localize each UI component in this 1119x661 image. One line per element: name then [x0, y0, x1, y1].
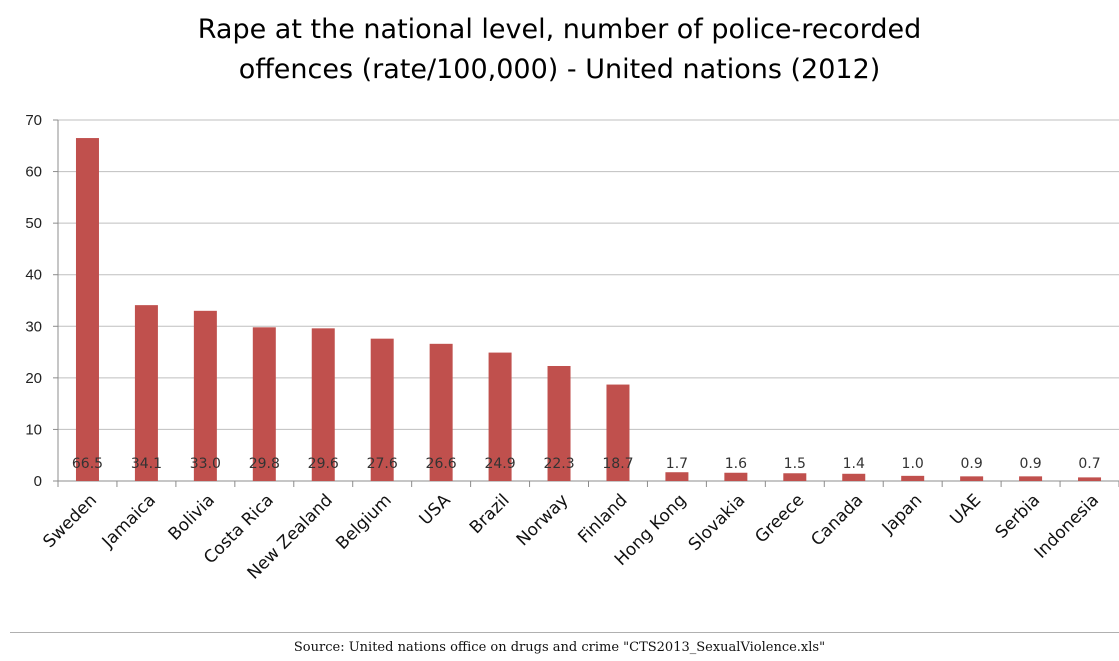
bar-sweden	[75, 138, 99, 482]
y-tick-label: 60	[25, 164, 42, 181]
data-label: 22.3	[543, 456, 574, 472]
data-label: 1.7	[666, 456, 688, 472]
bar-new-zealand	[311, 328, 335, 481]
data-label: 18.7	[602, 456, 633, 472]
data-label: 29.6	[308, 456, 339, 472]
data-label: 24.9	[484, 456, 515, 472]
x-tick-label: UAE	[946, 490, 985, 529]
y-tick-label: 40	[25, 267, 42, 284]
data-label: 34.1	[131, 456, 162, 472]
x-tick-label: Greece	[751, 490, 808, 547]
x-tick-label: Brazil	[466, 490, 514, 538]
x-tick-label: Belgium	[332, 490, 395, 553]
bar-belgium	[370, 338, 394, 481]
x-tick-label: Finland	[574, 490, 631, 547]
y-tick-label: 0	[34, 473, 42, 490]
x-tick-label: Slovakia	[685, 490, 750, 555]
data-label: 33.0	[190, 456, 221, 472]
data-label: 1.6	[725, 456, 747, 472]
data-label: 29.8	[249, 456, 280, 472]
bar-finland	[606, 384, 630, 481]
data-label: 1.4	[843, 456, 865, 472]
data-label: 66.5	[72, 456, 103, 472]
bar-brazil	[488, 352, 512, 481]
data-label: 1.5	[784, 456, 806, 472]
y-tick-label: 30	[25, 318, 42, 335]
bar-greece	[783, 473, 807, 481]
bar-slovakia	[724, 472, 748, 481]
bar-japan	[901, 475, 925, 481]
x-tick-label: Canada	[807, 490, 867, 550]
bar-jamaica	[134, 305, 158, 481]
data-label: 1.0	[902, 456, 924, 472]
y-tick-label: 70	[25, 112, 42, 129]
y-tick-label: 20	[25, 370, 42, 387]
bar-costa-rica	[252, 327, 276, 481]
x-tick-label: Japan	[878, 490, 926, 538]
data-label: 0.7	[1078, 456, 1100, 472]
chart-title-line-1: Rape at the national level, number of po…	[197, 14, 922, 45]
data-label: 0.9	[961, 456, 983, 472]
x-tick-label: Serbia	[992, 490, 1044, 542]
data-label: 27.6	[367, 456, 398, 472]
y-tick-label: 50	[25, 215, 42, 232]
y-tick-label: 10	[25, 421, 42, 438]
x-tick-label: USA	[416, 490, 455, 529]
data-label: 26.6	[426, 456, 457, 472]
bar-uae	[960, 476, 984, 481]
data-label: 0.9	[1019, 456, 1041, 472]
bar-hong-kong	[665, 472, 689, 481]
bar-norway	[547, 365, 571, 481]
bar-bolivia	[193, 310, 217, 481]
bar-usa	[429, 343, 453, 481]
x-tick-label: Norway	[513, 490, 573, 550]
bar-canada	[842, 473, 866, 481]
bar-serbia	[1019, 476, 1043, 481]
bar-chart: 0 10 20 30 40 50 60 70 66.5 34.1 33.0 29.8 29.6 27.6 2…	[25, 112, 1119, 584]
x-tick-label: Jamaica	[98, 490, 160, 552]
x-tick-label: Indonesia	[1031, 490, 1103, 562]
chart-title-line-2: offences (rate/100,000) - United nations…	[238, 54, 881, 85]
source-note: Source: United nations office on drugs a…	[293, 640, 826, 655]
chart-title: Rape at the national level, number of po…	[0, 10, 1119, 90]
x-tick-label: Bolivia	[165, 490, 219, 544]
bar-indonesia	[1078, 477, 1102, 481]
x-tick-label: Sweden	[39, 490, 101, 552]
source-divider	[10, 632, 1119, 633]
